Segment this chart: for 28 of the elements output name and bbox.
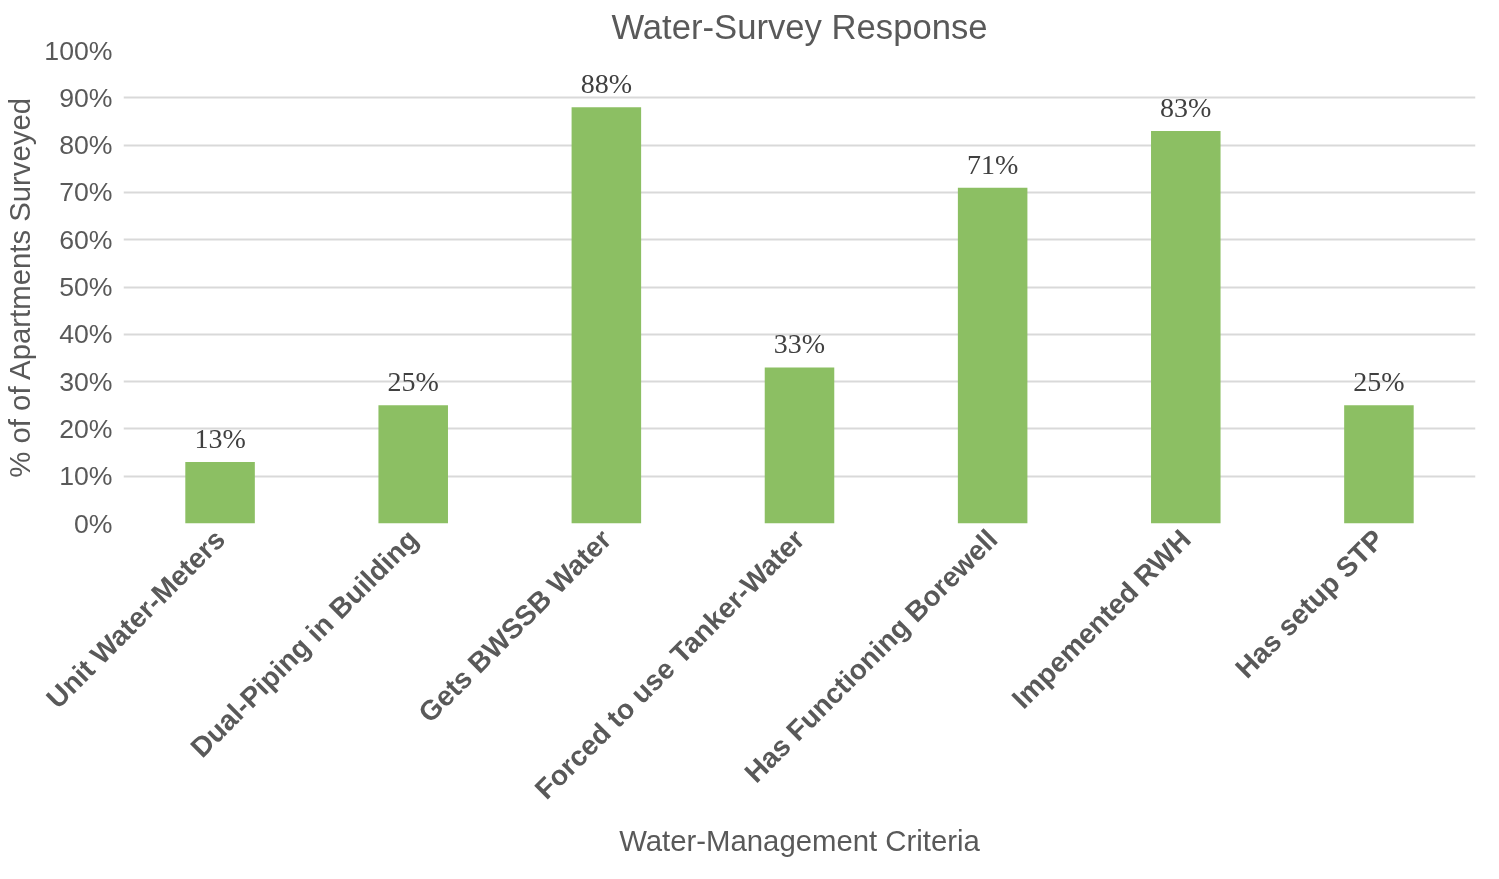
bar (571, 107, 642, 524)
data-label: 13% (194, 423, 246, 455)
y-tick-label: 80% (59, 130, 113, 161)
y-tick-label: 40% (59, 319, 113, 350)
data-label: 25% (1353, 366, 1405, 398)
bar (764, 367, 835, 524)
y-tick-label: 30% (59, 366, 113, 397)
data-label: 25% (387, 366, 439, 398)
bar (378, 405, 448, 524)
data-label: 33% (773, 328, 826, 360)
y-tick-label: 10% (59, 461, 113, 492)
y-tick-label: 60% (59, 224, 113, 255)
bar (957, 187, 1028, 524)
data-label: 83% (1160, 91, 1212, 123)
bar (1151, 130, 1221, 524)
y-tick-label: 70% (59, 177, 113, 208)
y-tick-label: 0% (73, 508, 113, 539)
chart-title: Water-Survey Response (611, 7, 988, 46)
bar (1344, 405, 1414, 524)
data-label: 71% (966, 148, 1019, 180)
bar (185, 462, 255, 524)
y-tick-label: 100% (44, 35, 113, 66)
y-axis-title: % of of Apartments Surveyed (3, 97, 37, 478)
y-tick-label: 50% (59, 272, 113, 302)
x-axis-title: Water-Management Criteria (619, 824, 981, 858)
data-label: 88% (580, 68, 633, 100)
y-tick-label: 90% (59, 82, 113, 113)
y-tick-label: 20% (59, 413, 113, 444)
